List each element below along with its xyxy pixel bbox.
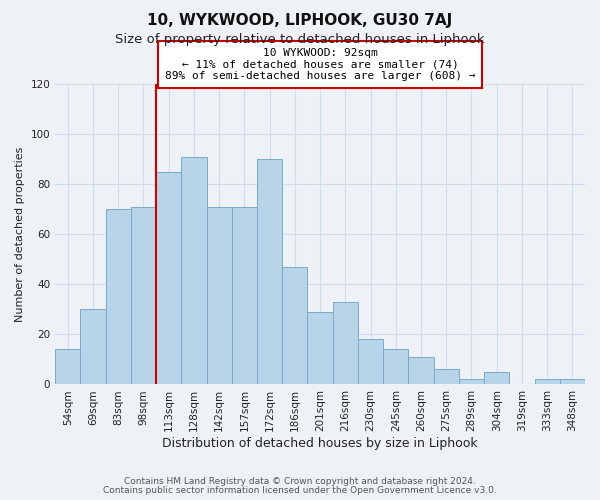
Bar bbox=[131, 206, 156, 384]
Y-axis label: Number of detached properties: Number of detached properties bbox=[15, 146, 25, 322]
Text: 10, WYKWOOD, LIPHOOK, GU30 7AJ: 10, WYKWOOD, LIPHOOK, GU30 7AJ bbox=[148, 12, 452, 28]
Bar bbox=[282, 267, 307, 384]
Text: Contains HM Land Registry data © Crown copyright and database right 2024.: Contains HM Land Registry data © Crown c… bbox=[124, 477, 476, 486]
Bar bbox=[332, 302, 358, 384]
Bar bbox=[434, 370, 459, 384]
Bar bbox=[181, 156, 206, 384]
Bar bbox=[307, 312, 332, 384]
Bar bbox=[484, 372, 509, 384]
Bar bbox=[358, 340, 383, 384]
Text: 10 WYKWOOD: 92sqm
← 11% of detached houses are smaller (74)
89% of semi-detached: 10 WYKWOOD: 92sqm ← 11% of detached hous… bbox=[165, 48, 475, 81]
Text: Contains public sector information licensed under the Open Government Licence v3: Contains public sector information licen… bbox=[103, 486, 497, 495]
Bar bbox=[156, 172, 181, 384]
Bar bbox=[409, 357, 434, 384]
Bar bbox=[206, 206, 232, 384]
Bar bbox=[560, 380, 585, 384]
Bar bbox=[257, 159, 282, 384]
Bar bbox=[459, 380, 484, 384]
Bar bbox=[55, 350, 80, 384]
Bar bbox=[80, 310, 106, 384]
X-axis label: Distribution of detached houses by size in Liphook: Distribution of detached houses by size … bbox=[162, 437, 478, 450]
Bar bbox=[383, 350, 409, 384]
Bar bbox=[535, 380, 560, 384]
Bar bbox=[106, 209, 131, 384]
Bar bbox=[232, 206, 257, 384]
Text: Size of property relative to detached houses in Liphook: Size of property relative to detached ho… bbox=[115, 32, 485, 46]
